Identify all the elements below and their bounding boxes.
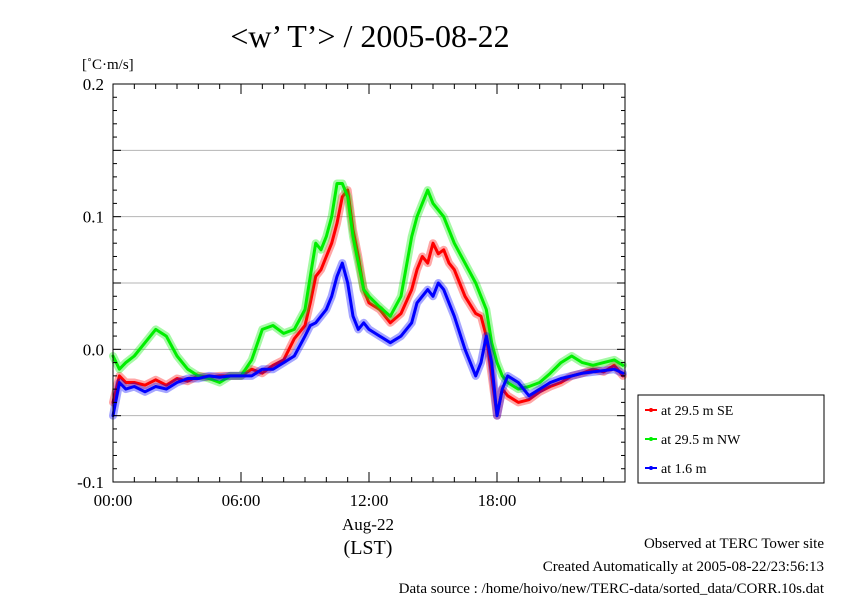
x-tick-label: 12:00 — [350, 491, 389, 510]
series-2-band — [109, 179, 627, 394]
x-tick-label: 18:00 — [478, 491, 517, 510]
chart-title: <w’ T’> / 2005-08-22 — [230, 18, 509, 54]
footer-site: Observed at TERC Tower site — [643, 536, 824, 552]
x-tick-label: 06:00 — [222, 491, 261, 510]
y-tick-label: 0.0 — [83, 340, 104, 359]
y-tick-label: 0.2 — [83, 75, 104, 94]
x-date-label: Aug-22 — [342, 515, 394, 534]
y-axis-unit: [˚C·m/s] — [82, 57, 134, 73]
legend-label: at 29.5 m NW — [661, 433, 741, 448]
legend-marker — [649, 408, 653, 412]
footer-source: Data source : /home/hoivo/new/TERC-data/… — [398, 581, 824, 597]
x-tick-label: 00:00 — [94, 491, 133, 510]
series-layer — [109, 179, 627, 420]
series-3-line — [111, 261, 625, 418]
y-tick-label: 0.1 — [83, 208, 104, 227]
footer-created: Created Automatically at 2005-08-22/23:5… — [542, 559, 824, 575]
x-axis-label: (LST) — [344, 537, 393, 559]
y-tick-label: -0.1 — [77, 473, 104, 492]
legend-marker — [649, 466, 653, 470]
series-2-line — [111, 182, 625, 391]
axis-ticks: -0.1 0.0 0.1 0.2 00:00 06:00 12:00 18:00 — [77, 75, 626, 510]
legend-label: at 1.6 m — [661, 462, 707, 477]
legend-box — [637, 394, 825, 484]
legend-label: at 29.5 m SE — [661, 404, 733, 419]
legend: at 29.5 m SE at 29.5 m NW at 1.6 m — [637, 394, 825, 484]
legend-marker — [649, 437, 653, 441]
gridlines — [113, 149, 625, 417]
